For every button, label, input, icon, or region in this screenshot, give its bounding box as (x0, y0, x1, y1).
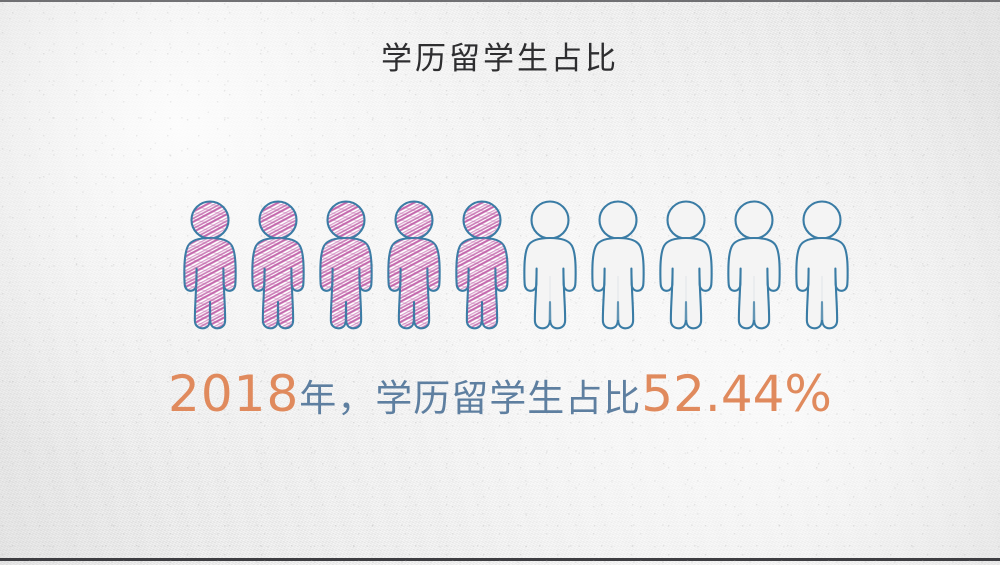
figure-glyph (523, 200, 577, 330)
caption-middle-text: 年，学历留学生占比 (299, 377, 642, 420)
figure-glyph (659, 200, 713, 330)
page-title: 学历留学生占比 (381, 41, 619, 77)
figure-glyph (319, 200, 373, 330)
figure-glyph (727, 200, 781, 330)
caption: 2018年，学历留学生占比52.44% (0, 366, 1000, 427)
top-frame-line (0, 0, 1000, 2)
caption-percent: 52.44% (641, 365, 832, 423)
pictogram-figure-3 (314, 198, 378, 330)
figure-glyph (251, 200, 305, 330)
figure-glyph (591, 200, 645, 330)
pictogram-figure-6 (518, 198, 582, 330)
pictogram-figure-8 (654, 198, 718, 330)
figure-glyph (795, 200, 849, 330)
pictogram-chart (178, 198, 849, 330)
pictogram-figure-9 (722, 198, 786, 330)
caption-year: 2018 (168, 365, 300, 423)
figure-glyph (183, 200, 237, 330)
pictogram-figure-5 (450, 198, 514, 330)
pictogram-figure-7 (586, 198, 650, 330)
bottom-frame-line (0, 558, 1000, 561)
pictogram-figure-2 (246, 198, 310, 330)
pictogram-figure-10 (790, 198, 854, 330)
pictogram-figure-4 (382, 198, 446, 330)
pictogram-figure-1 (178, 198, 242, 330)
figure-glyph (455, 200, 509, 330)
figure-glyph (387, 200, 441, 330)
